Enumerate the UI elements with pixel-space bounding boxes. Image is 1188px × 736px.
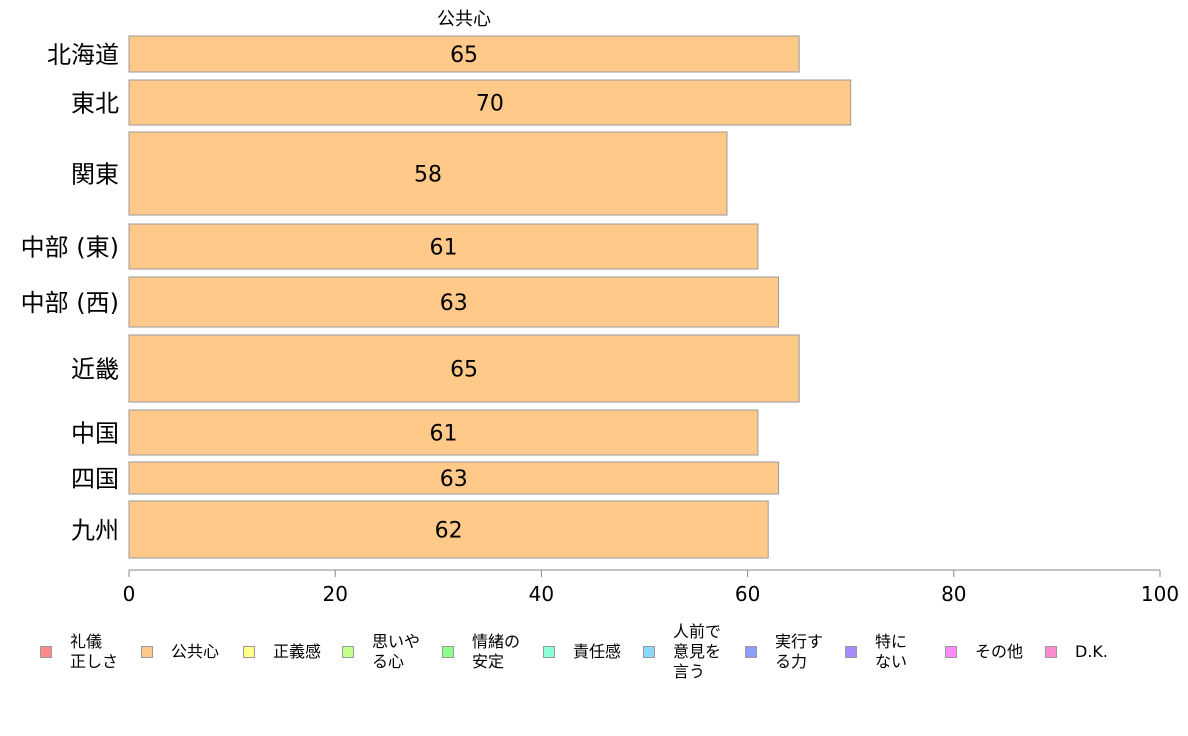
legend-swatch: [40, 646, 52, 658]
legend-swatch: [342, 646, 354, 658]
x-tick-label: 60: [735, 582, 760, 606]
legend-item: その他: [945, 622, 1023, 662]
bar-value-label: 61: [429, 422, 457, 447]
bar-value-label: 65: [450, 358, 478, 383]
legend-label: 実行す る力: [775, 632, 824, 671]
bar-6: [128, 409, 759, 456]
legend-label: 公共心: [171, 642, 220, 661]
legend-item: 思いや る心: [342, 622, 420, 672]
legend-label: 思いや る心: [372, 632, 421, 671]
legend-item: D.K.: [1045, 622, 1108, 662]
category-label: 四国: [71, 465, 119, 493]
legend-swatch: [945, 646, 957, 658]
legend-item: 特に ない: [845, 622, 907, 672]
legend-label: 責任感: [573, 642, 622, 661]
bar-value-label: 61: [429, 236, 457, 261]
legend-item: 実行す る力: [745, 622, 823, 672]
bar-value-label: 63: [440, 467, 468, 492]
legend-item: 正義感: [243, 622, 321, 662]
category-label: 中部 (西): [21, 289, 119, 317]
legend-label: 情緒の 安定: [472, 632, 521, 671]
bar-0: [128, 35, 800, 73]
legend-swatch: [745, 646, 757, 658]
x-tick-label: 80: [941, 582, 966, 606]
legend-item: 礼儀 正しさ: [40, 622, 118, 672]
legend-label: 人前で 意見を 言う: [673, 622, 722, 681]
legend-label: D.K.: [1075, 642, 1108, 661]
category-label: 東北: [71, 90, 119, 118]
legend-swatch: [243, 646, 255, 658]
legend-label: 正義感: [273, 642, 322, 661]
bar-2: [128, 131, 728, 216]
category-label: 近畿: [71, 356, 119, 384]
legend-swatch: [845, 646, 857, 658]
bar-value-label: 65: [450, 43, 478, 68]
x-tick-label: 0: [123, 582, 136, 606]
bar-3: [128, 223, 759, 270]
legend-item: 公共心: [141, 622, 219, 662]
category-label: 北海道: [47, 41, 119, 69]
bar-1: [128, 79, 852, 126]
legend-swatch: [643, 646, 655, 658]
bar-value-label: 63: [440, 291, 468, 316]
bar-chart: 公共心 65 北海道 70 東北 58 関東 61 中部 (東) 63 中部 (西) 65 近畿 61 中…: [21, 9, 1179, 606]
legend-swatch: [141, 646, 153, 658]
x-tick-label: 40: [529, 582, 554, 606]
bar-value-label: 70: [476, 92, 504, 117]
legend-swatch: [442, 646, 454, 658]
category-label: 中国: [71, 420, 119, 448]
legend: 礼儀 正しさ 公共心 正義感 思いや る心 情緒の 安定 責任感 人前で 意見を 言う 実行す…: [40, 622, 1180, 692]
legend-label: 特に ない: [875, 632, 908, 671]
bar-7: [128, 461, 780, 495]
chart-title: 公共心: [437, 9, 491, 30]
legend-item: 人前で 意見を 言う: [643, 622, 721, 682]
legend-swatch: [1045, 646, 1057, 658]
category-label: 中部 (東): [21, 234, 119, 262]
bar-8: [128, 500, 769, 559]
legend-item: 責任感: [543, 622, 621, 662]
legend-label: 礼儀 正しさ: [70, 632, 119, 671]
bar-value-label: 62: [435, 519, 463, 544]
bar-4: [128, 276, 780, 328]
x-tick-label: 100: [1141, 582, 1179, 606]
legend-label: その他: [975, 642, 1024, 661]
category-label: 九州: [71, 517, 119, 545]
bar-value-label: 58: [414, 163, 442, 188]
x-tick-label: 20: [322, 582, 347, 606]
legend-swatch: [543, 646, 555, 658]
category-label: 関東: [71, 161, 119, 189]
legend-item: 情緒の 安定: [442, 622, 520, 672]
bar-5: [128, 334, 800, 403]
